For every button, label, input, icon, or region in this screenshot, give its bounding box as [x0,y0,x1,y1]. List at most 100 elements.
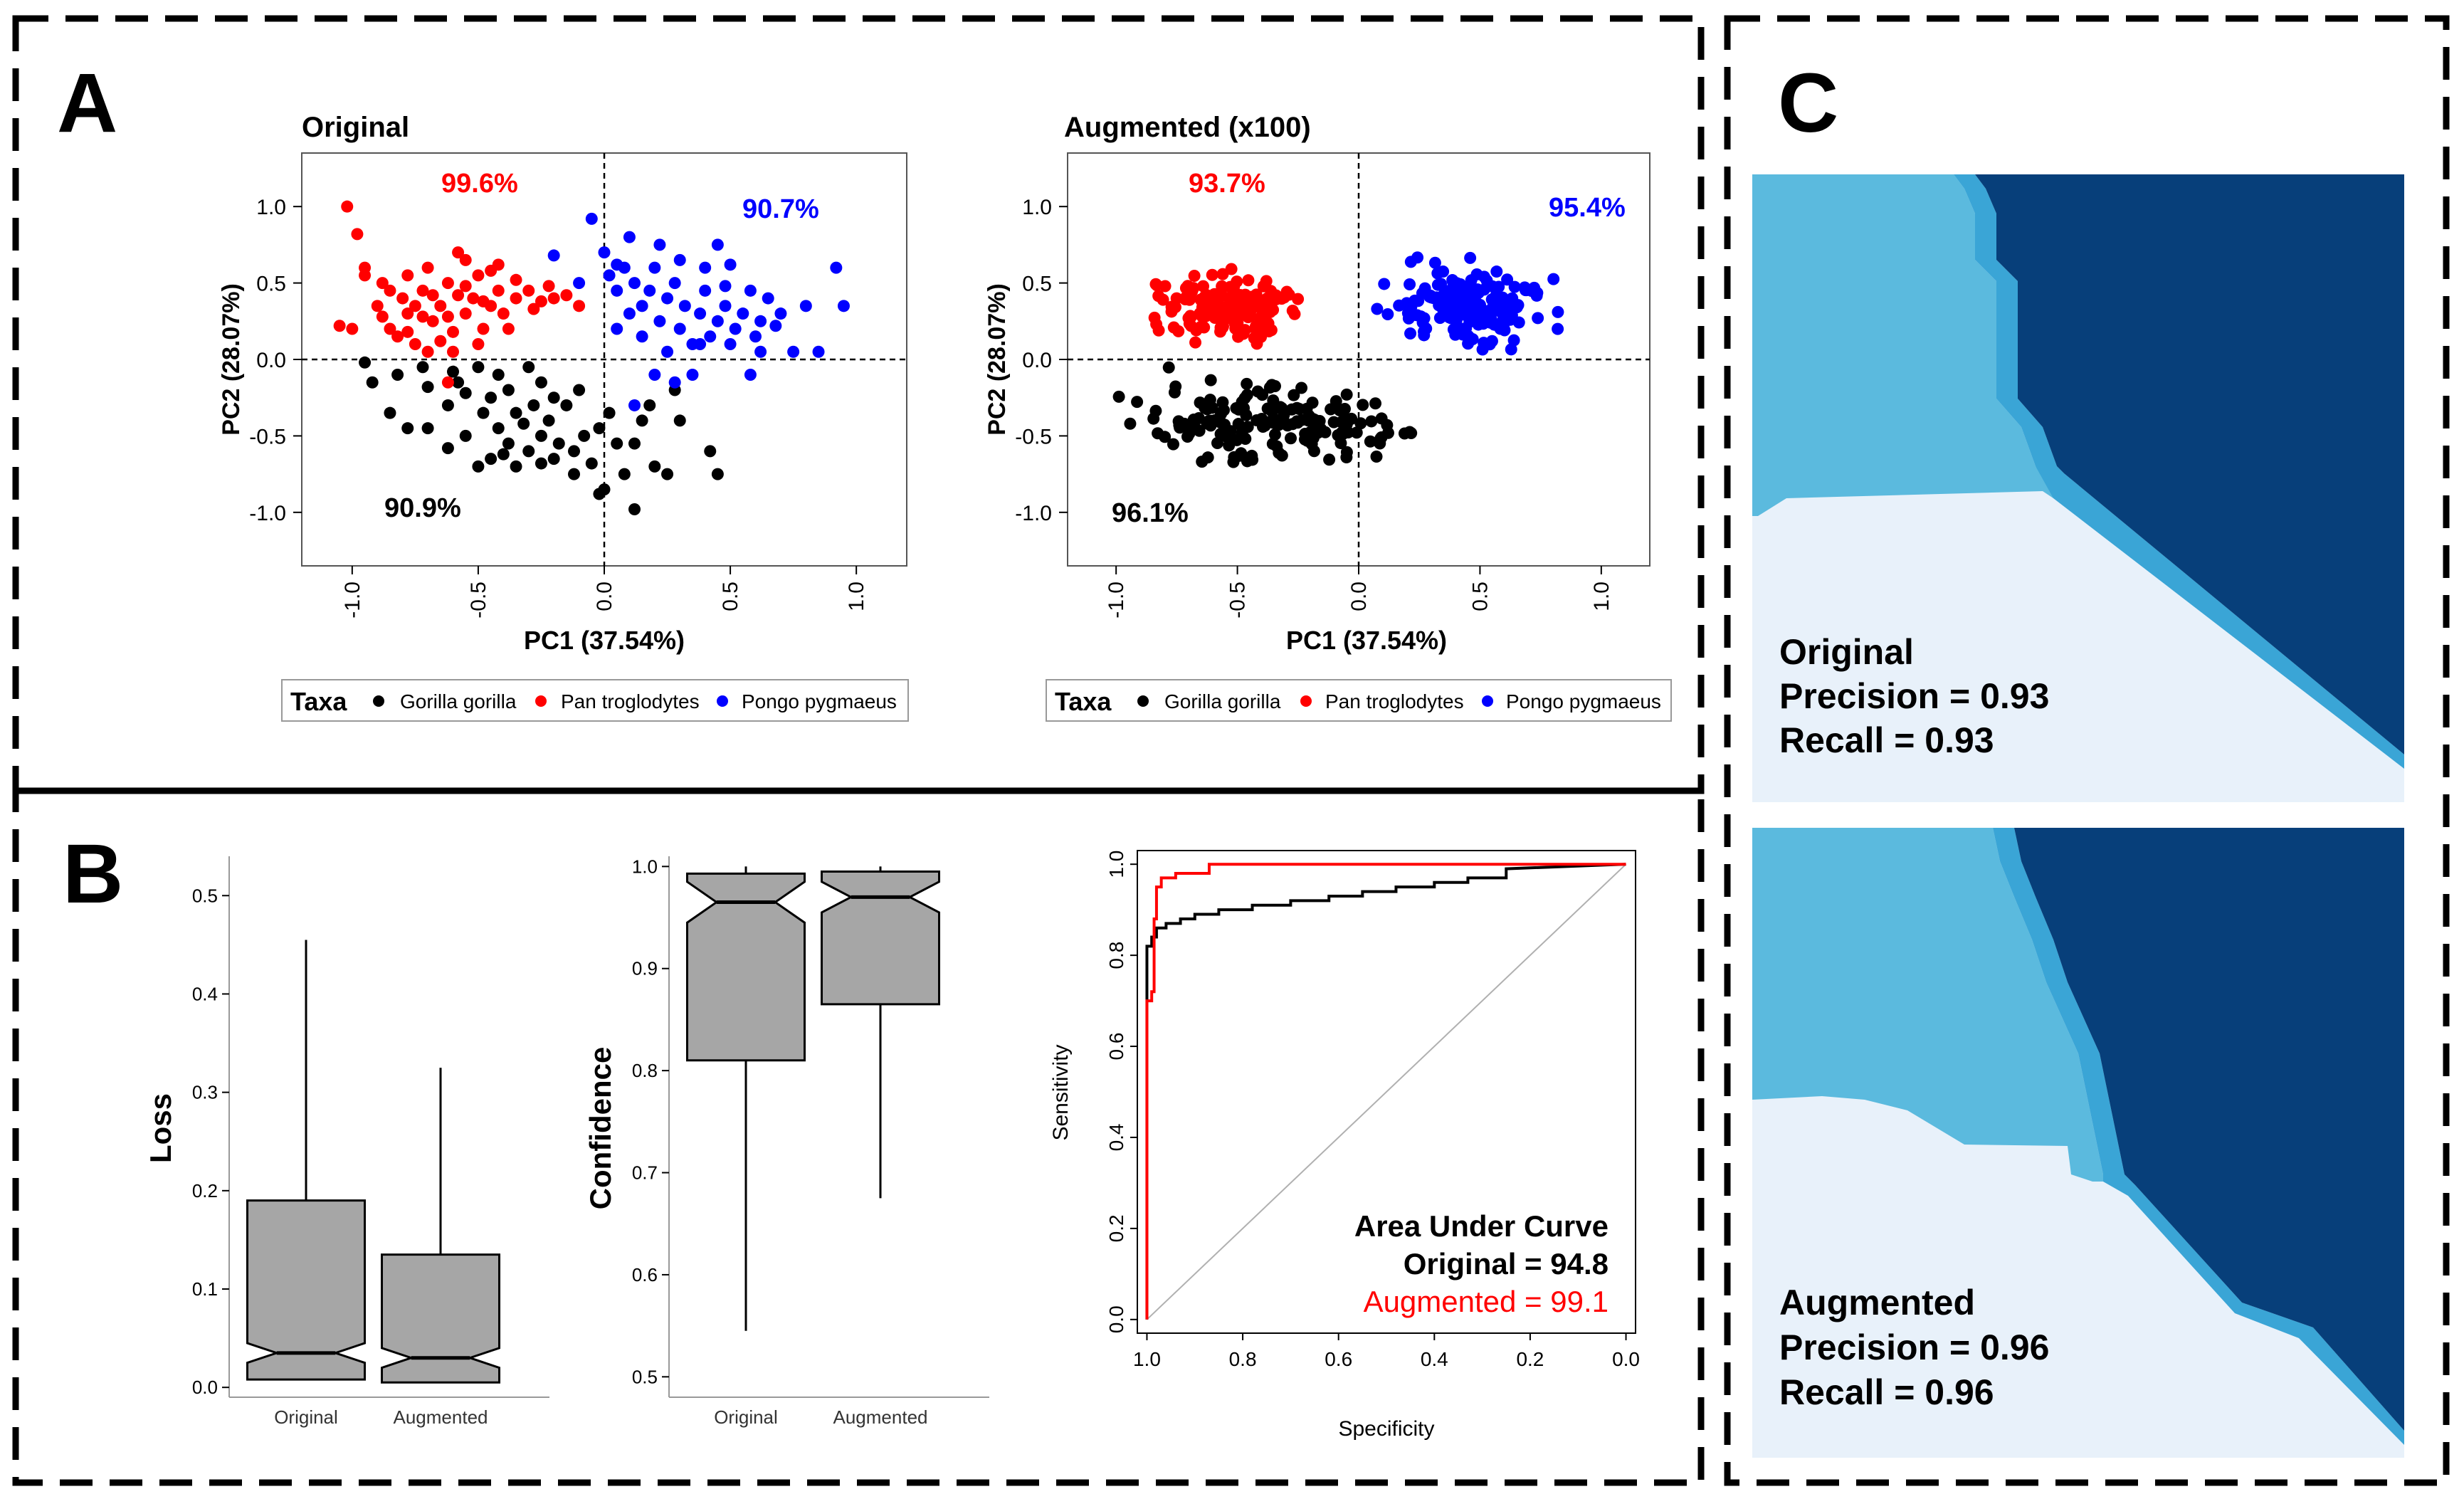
pca-original-point-pan [434,300,447,312]
pca-augmented-point-pongo [1378,278,1391,290]
pca-augmented-ylabel: PC2 (28.07%) [984,283,1011,436]
pca-original-point-pongo [636,300,648,312]
pca-augmented-xlabel: PC1 (37.54%) [1286,626,1447,655]
pca-augmented-point-gorilla [1288,389,1300,401]
pca-augmented-point-gorilla [1290,401,1303,414]
pca-original-point-gorilla [522,361,535,374]
pca-augmented-point-gorilla [1256,421,1269,433]
pca-original-point-pongo [573,277,586,290]
pca-augmented-point-gorilla [1233,449,1246,462]
pca-augmented-point-pongo [1460,322,1473,335]
pca-original-point-pongo [623,231,636,243]
pca-original-point-gorilla [416,361,429,374]
pca-augmented-point-pongo [1431,278,1444,291]
pca-original-point-gorilla [472,361,485,374]
pca-original-point-gorilla [492,368,505,381]
pca-augmented-point-gorilla [1267,394,1280,407]
pca-original-point-pongo [686,368,699,381]
pca-original-point-pan [434,335,447,347]
region-original-boundary [1954,174,2404,769]
pca-augmented-point-gorilla [1214,416,1227,429]
pca-augmented-point-gorilla [1374,432,1387,445]
confidence-box [686,872,806,1062]
pca-augmented-point-gorilla [1178,417,1191,430]
pca-augmented-point-gorilla [1147,412,1160,425]
pca-original-point-pongo [724,258,737,271]
pca-augmented-point-gorilla [1241,377,1253,390]
pca-original-point-pongo [711,238,724,251]
pca-original-point-pan [333,320,346,332]
loss-ytick-label: 0.3 [192,1082,218,1103]
region-augmented-recall: Recall = 0.96 [1779,1372,1994,1412]
roc-plot-frame [1137,850,1636,1334]
pca-original-point-gorilla [527,399,540,411]
decision-region-augmented: Augmented Precision = 0.96 Recall = 0.96 [1752,828,2404,1458]
pca-augmented-point-gorilla [1298,433,1311,446]
pca-original-point-pan [467,292,480,305]
pca-augmented-point-pongo [1505,343,1517,356]
legend-original-box [281,679,909,722]
confidence-ytick-label: 0.9 [632,958,658,979]
region-original-precision: Precision = 0.93 [1779,676,2049,716]
pca-original-point-gorilla [459,386,472,399]
confidence-box [821,871,940,1006]
pca-original-point-gorilla [510,460,522,473]
pca-augmented-point-gorilla [1256,389,1269,401]
pca-original-point-gorilla [560,399,573,411]
pca-augmented-point-gorilla [1236,396,1248,409]
pca-augmented-xtick-label: 0.0 [1347,582,1371,611]
loss-ytick-label: 0.0 [192,1377,218,1398]
legend-original-marker-pan [535,695,547,707]
pca-augmented-point-pan [1223,299,1236,312]
pca-augmented-point-gorilla [1241,421,1254,433]
pca-augmented-point-pongo [1416,287,1428,300]
pca-augmented-point-gorilla [1270,414,1283,426]
pca-original-point-gorilla [628,437,641,450]
roc-legend-title: Area Under Curve [1354,1209,1609,1243]
pca-augmented-point-pongo [1518,281,1531,294]
pca-original-point-pan [409,338,421,351]
pca-original-point-gorilla [704,445,717,458]
pca-original-point-pongo [661,345,674,358]
pca-original-point-gorilla [542,414,555,427]
pca-original-point-pongo [737,307,749,320]
pca-original-point-pongo [678,300,691,312]
pca-original-point-pongo [628,277,641,290]
loss-ytick-label: 0.4 [192,983,218,1004]
pca-original-point-pongo [719,300,732,312]
pca-augmented-point-pongo [1404,327,1417,340]
pca-original-point-gorilla [552,437,565,450]
pca-augmented-point-gorilla [1365,415,1378,428]
pca-original-point-gorilla [492,422,505,435]
legend-original-marker-gorilla [373,695,384,707]
pca-original-point-pongo [724,338,737,351]
pca-original-point-pan [477,295,490,307]
pca-augmented-point-pan [1283,288,1295,301]
pca-augmented-point-gorilla [1310,420,1322,433]
pca-original-point-gorilla [452,376,465,389]
pca-augmented-point-gorilla [1369,397,1382,410]
pca-original-xtick-label: 1.0 [845,582,868,611]
pca-augmented-annotation-gorilla: 96.1% [1112,498,1189,528]
region-augmented-precision: Precision = 0.96 [1779,1327,2049,1367]
pca-original-point-gorilla [547,391,560,404]
pca-augmented-point-gorilla [1375,412,1388,425]
legend-original-title: Taxa [290,687,347,716]
pca-augmented-xtick-label: -0.5 [1226,582,1250,619]
pca-original-point-gorilla [535,429,547,442]
pca-original-point-pongo [668,277,681,290]
pca-original-xlabel: PC1 (37.54%) [524,626,685,655]
confidence-ytick-label: 1.0 [632,856,658,877]
pca-original-point-pan [371,300,384,312]
pca-original-point-pan [359,261,372,274]
pca-augmented-point-pan [1231,275,1243,288]
confidence-category-label: Original [714,1406,778,1428]
pca-original-point-pan [401,307,414,320]
pca-augmented-point-pan [1165,305,1178,318]
pca-original-point-pongo [673,253,686,266]
pca-augmented-point-gorilla [1340,451,1353,464]
pca-augmented-point-pongo [1490,265,1503,278]
pca-original-annotation-gorilla: 90.9% [384,493,461,523]
pca-augmented-point-gorilla [1211,436,1223,449]
